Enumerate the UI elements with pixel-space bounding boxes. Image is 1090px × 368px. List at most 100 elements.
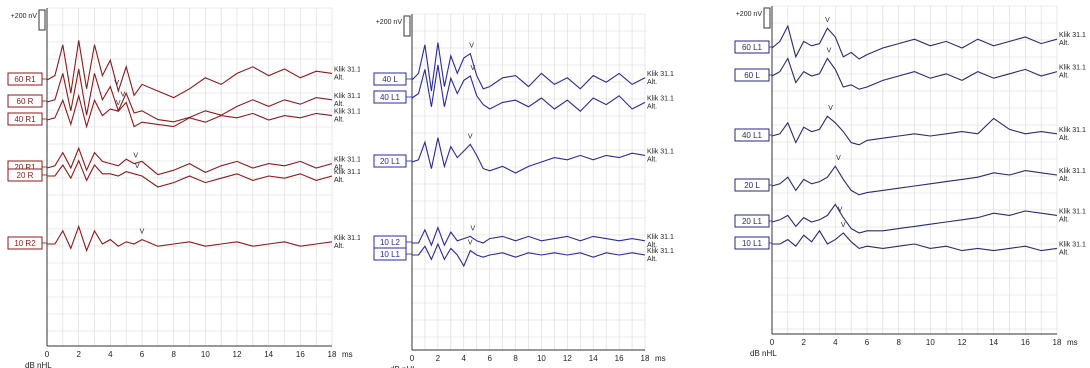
trace-40-R1 — [46, 93, 333, 129]
x-tick-label: 4 — [462, 354, 467, 363]
trace-label: 20 R1 — [14, 163, 36, 172]
abr-chart-left-ear-a: 0 2 4 6 8 10 12 14 16 18 ms dB nHL +200 nV 40 L V Klik … — [373, 13, 674, 368]
scale-bar: +200 nV — [376, 15, 411, 37]
x-tick-label: 4 — [833, 338, 838, 347]
scale-bar-label: +200 nV — [736, 11, 763, 18]
x-tick-label: 2 — [76, 350, 81, 359]
x-tick-label: 12 — [233, 350, 242, 359]
x-tick-label: 8 — [896, 338, 901, 347]
trace-tag-alt: Alt. — [647, 156, 657, 163]
db-nhl-label: dB nHL — [390, 365, 417, 368]
x-tick-label: 18 — [641, 354, 650, 363]
grid — [46, 7, 333, 346]
x-tick-label: 14 — [264, 350, 273, 359]
trace-label: 10 R2 — [14, 239, 36, 248]
trace-tag-alt: Alt. — [1059, 40, 1069, 47]
scale-bar: +200 nV — [11, 9, 46, 31]
scale-bar-label: +200 nV — [11, 13, 38, 20]
scale-bar-box — [763, 7, 771, 29]
trace-60-L1 — [771, 24, 1058, 60]
trace-label-box: 20 L1 — [734, 214, 772, 228]
trace-label: 20 R — [17, 171, 34, 180]
x-tick-label: 8 — [171, 350, 176, 359]
x-tick-label: 12 — [563, 354, 572, 363]
trace-tag-alt: Alt. — [334, 74, 344, 81]
trace-label: 60 R1 — [14, 75, 36, 84]
peak-v-marker: V — [135, 163, 140, 170]
trace-tag-alt: Alt. — [1059, 73, 1069, 80]
trace-tag-alt: Alt. — [334, 117, 344, 124]
trace-tag: Klik 31.1 — [334, 169, 360, 176]
peak-v-marker: V — [116, 100, 121, 107]
x-tick-label: 16 — [615, 354, 624, 363]
trace-tag-alt: Alt. — [647, 79, 657, 86]
peak-v-marker: V — [471, 225, 476, 232]
trace-tag: Klik 31.1 — [334, 66, 360, 73]
x-tick-label: 10 — [537, 354, 546, 363]
x-tick-label: 0 — [410, 354, 415, 363]
trace-label: 60 L1 — [742, 43, 763, 52]
abr-chart-right-ear: 0 2 4 6 8 10 12 14 16 18 ms dB nHL +200 nV 60 R1 V Klik… — [7, 7, 360, 368]
peak-v-marker: V — [836, 155, 841, 162]
trace-tag: Klik 31.1 — [647, 95, 674, 102]
trace-label: 20 L — [744, 181, 760, 190]
trace-tag: Klik 31.1 — [334, 157, 360, 164]
x-tick-label: 16 — [296, 350, 305, 359]
trace-label-box: 10 L2 — [373, 235, 412, 249]
trace-tag: Klik 31.1 — [1059, 32, 1086, 39]
x-tick-label: 8 — [513, 354, 518, 363]
peak-v-marker: V — [827, 47, 832, 54]
x-tick-label: 2 — [436, 354, 441, 363]
trace-tag: Klik 31.1 — [334, 109, 360, 116]
peak-v-marker: V — [471, 65, 476, 72]
trace-label-box: 60 R — [7, 94, 47, 108]
trace-tag: Klik 31.1 — [1059, 241, 1086, 248]
trace-tag-alt: Alt. — [334, 177, 344, 184]
scale-bar-box — [403, 15, 411, 37]
peak-v-marker: V — [468, 240, 473, 247]
scale-bar-label: +200 nV — [376, 19, 403, 26]
peak-v-marker: V — [828, 105, 833, 112]
peak-v-marker: V — [121, 91, 126, 98]
trace-60-R — [46, 68, 333, 123]
trace-10-L1 — [772, 229, 1058, 252]
trace-10-L2 — [412, 226, 646, 247]
x-tick-label: 10 — [926, 338, 935, 347]
x-tick-label: 6 — [140, 350, 145, 359]
trace-label-box: 40 L1 — [373, 90, 412, 104]
x-tick-label: 18 — [1053, 338, 1062, 347]
trace-20-L1 — [411, 137, 646, 174]
trace-label: 10 L1 — [742, 239, 763, 248]
trace-tag: Klik 31.1 — [647, 71, 674, 78]
x-tick-label: 0 — [45, 350, 50, 359]
trace-40-L1 — [411, 64, 646, 112]
trace-label-box: 10 R2 — [7, 236, 47, 250]
trace-tag-alt: Alt. — [334, 243, 344, 250]
trace-tag-alt: Alt. — [647, 242, 657, 249]
peak-v-marker: V — [114, 80, 119, 87]
trace-label: 40 L — [382, 75, 398, 84]
trace-40-L1 — [771, 115, 1058, 146]
x-tick-label: 2 — [801, 338, 806, 347]
trace-label-box: 40 L1 — [734, 128, 772, 142]
trace-label: 20 L1 — [742, 217, 763, 226]
x-unit-label: ms — [342, 350, 353, 359]
trace-tag: Klik 31.1 — [1059, 65, 1086, 72]
abr-chart-left-ear-b: 0 2 4 6 8 10 12 14 16 18 ms dB nHL +200 nV 60 L1 V Klik… — [734, 5, 1086, 358]
trace-label-box: 60 R1 — [7, 72, 47, 86]
trace-tag-alt: Alt. — [334, 165, 344, 172]
peak-v-marker: V — [838, 207, 843, 214]
trace-label: 20 L1 — [380, 157, 401, 166]
x-tick-label: 14 — [589, 354, 598, 363]
x-tick-label: 16 — [1021, 338, 1030, 347]
trace-label: 60 L — [744, 71, 760, 80]
x-tick-label: 10 — [201, 350, 210, 359]
x-tick-label: 6 — [487, 354, 492, 363]
trace-20-L — [771, 165, 1058, 196]
trace-label: 60 R — [17, 97, 34, 106]
trace-20-R — [47, 159, 333, 188]
x-tick-label: 18 — [328, 350, 337, 359]
trace-tag-alt: Alt. — [334, 101, 344, 108]
trace-tag: Klik 31.1 — [1059, 127, 1086, 134]
trace-label-box: 10 L1 — [734, 236, 772, 250]
